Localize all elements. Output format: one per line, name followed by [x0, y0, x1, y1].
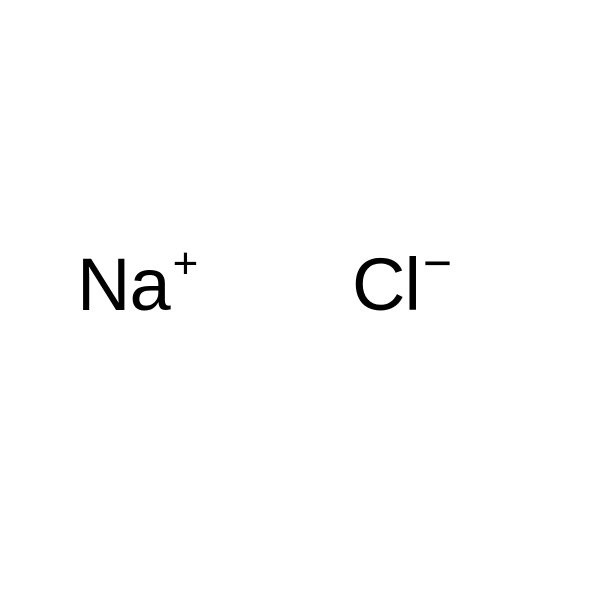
- sodium-symbol: Na: [77, 248, 170, 322]
- chloride-charge: −: [423, 238, 452, 288]
- sodium-ion: Na +: [77, 248, 198, 322]
- sodium-charge: +: [173, 242, 199, 286]
- chloride-ion: Cl −: [352, 248, 452, 322]
- chlorine-symbol: Cl: [352, 248, 420, 322]
